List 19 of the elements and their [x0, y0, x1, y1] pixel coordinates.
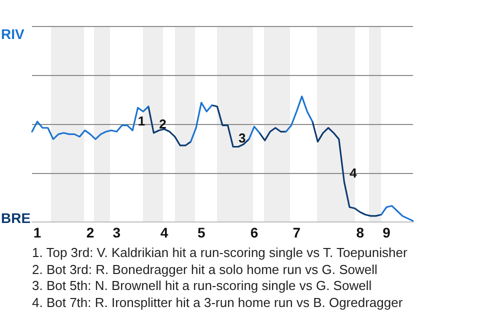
text: 4. Bot 7th: R. Ironsplitter hit a 3-run home run vs B. Ogredragger	[32, 294, 404, 311]
annotation: 4	[350, 165, 357, 180]
text: BRE	[1, 210, 31, 226]
x-tick-label: 5	[197, 224, 206, 240]
x-tick-label: 9	[382, 224, 391, 240]
x-tick-label: 2	[86, 224, 94, 240]
x-tick-label: 7	[292, 224, 301, 240]
annotation: 2	[159, 116, 166, 132]
x-tick-label: 6	[250, 224, 258, 240]
x-tick-label: 8	[356, 224, 364, 240]
x-tick-label: 3	[112, 224, 121, 240]
text: 2. Bot 3rd: R. Bonedragger hit a solo home run vs G. Sowell	[32, 262, 378, 278]
text: 1. Top 3rd: V. Kaldrikian hit a run-scoring single vs T. Toepunisher	[32, 245, 408, 262]
x-tick-label: 4	[160, 224, 168, 240]
text: 3. Bot 5th: N. Brownell hit a run-scoring single vs G. Sowell	[32, 278, 373, 294]
annotation: 3	[238, 130, 246, 146]
x-tick-label: 1	[33, 224, 42, 240]
text: RIV	[1, 26, 24, 42]
annotation: 1	[138, 114, 146, 129]
